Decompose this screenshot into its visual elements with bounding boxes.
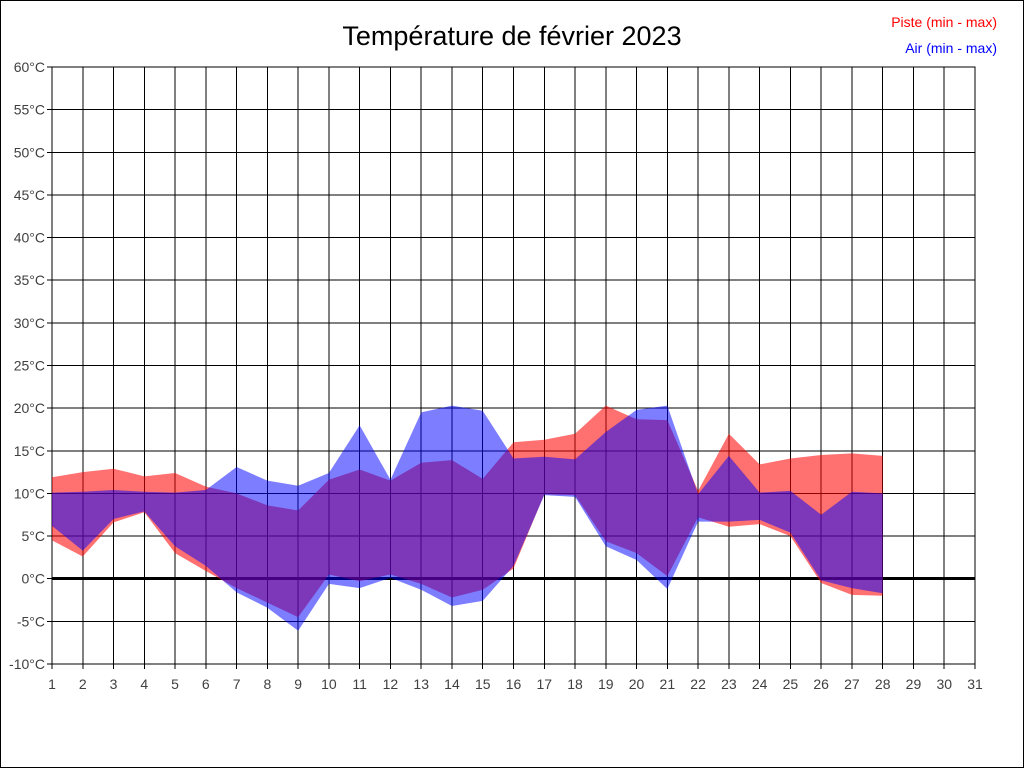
x-tick-label: 5 xyxy=(171,676,179,692)
x-tick-label: 9 xyxy=(294,676,302,692)
x-tick-label: 19 xyxy=(598,676,614,692)
x-tick-label: 6 xyxy=(202,676,210,692)
x-tick-label: 8 xyxy=(263,676,271,692)
chart-title: Température de février 2023 xyxy=(342,21,682,51)
x-tick-label: 3 xyxy=(110,676,118,692)
y-tick-label: 0°C xyxy=(22,571,46,587)
x-tick-label: 15 xyxy=(475,676,491,692)
x-tick-label: 27 xyxy=(844,676,860,692)
x-tick-label: 30 xyxy=(936,676,952,692)
x-tick-label: 12 xyxy=(383,676,399,692)
y-tick-label: 60°C xyxy=(14,59,45,75)
y-tick-label: 40°C xyxy=(14,230,45,246)
air-band xyxy=(52,405,883,631)
x-tick-label: 2 xyxy=(79,676,87,692)
y-tick-label: 45°C xyxy=(14,187,45,203)
y-tick-label: 15°C xyxy=(14,443,45,459)
x-tick-label: 24 xyxy=(752,676,768,692)
y-tick-label: 25°C xyxy=(14,358,45,374)
y-tick-label: -5°C xyxy=(17,613,45,629)
y-tick-label: -10°C xyxy=(9,656,45,672)
y-tick-label: 30°C xyxy=(14,315,45,331)
y-tick-label: 10°C xyxy=(14,485,45,501)
y-tick-label: 35°C xyxy=(14,272,45,288)
x-tick-label: 1 xyxy=(48,676,56,692)
x-tick-label: 14 xyxy=(444,676,460,692)
x-tick-label: 13 xyxy=(413,676,429,692)
x-tick-label: 29 xyxy=(906,676,922,692)
y-tick-label: 50°C xyxy=(14,144,45,160)
x-tick-label: 11 xyxy=(352,676,367,692)
x-tick-label: 17 xyxy=(536,676,552,692)
x-tick-label: 4 xyxy=(140,676,148,692)
x-tick-label: 31 xyxy=(967,676,983,692)
chart-legend: Piste (min - max) Air (min - max) xyxy=(891,9,997,61)
x-tick-label: 16 xyxy=(506,676,522,692)
x-tick-label: 25 xyxy=(783,676,799,692)
x-tick-label: 21 xyxy=(660,676,676,692)
x-tick-label: 26 xyxy=(813,676,829,692)
x-tick-label: 28 xyxy=(875,676,891,692)
legend-item-piste: Piste (min - max) xyxy=(891,14,997,30)
y-tick-label: 55°C xyxy=(14,102,45,118)
x-tick-label: 23 xyxy=(721,676,737,692)
x-tick-label: 18 xyxy=(567,676,583,692)
legend-item-air: Air (min - max) xyxy=(905,40,997,56)
y-tick-label: 20°C xyxy=(14,400,45,416)
x-tick-label: 10 xyxy=(321,676,337,692)
x-tick-label: 7 xyxy=(233,676,241,692)
y-tick-label: 5°C xyxy=(22,528,46,544)
x-tick-label: 22 xyxy=(690,676,706,692)
x-tick-label: 20 xyxy=(629,676,645,692)
